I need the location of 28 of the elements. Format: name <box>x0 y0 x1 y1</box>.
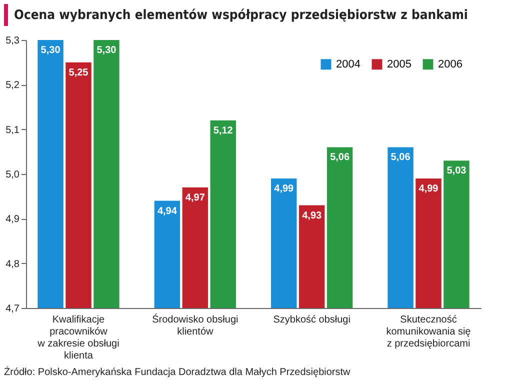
data-label: 5,25 <box>68 67 89 78</box>
data-label: 5,30 <box>96 45 117 56</box>
y-tick-label: 4,7 <box>6 304 20 314</box>
data-label: 5,12 <box>213 125 234 136</box>
data-label: 5,30 <box>40 45 61 56</box>
legend-label: 2004 <box>336 58 360 70</box>
chart-title: Ocena wybranych elementów współpracy przedsiębiorstw z bankami <box>14 8 468 22</box>
legend-label: 2006 <box>438 58 462 70</box>
y-tick-label: 5,1 <box>6 124 20 136</box>
data-label: 4,99 <box>418 183 439 194</box>
data-label: 4,93 <box>302 210 322 222</box>
data-label: 4,97 <box>185 192 206 204</box>
x-tick-label: Środowisko obsługi klientów <box>152 314 238 338</box>
legend-label: 2005 <box>387 58 412 70</box>
x-tick-label: Skuteczność komunikowania się z przedsiębiorcami <box>386 314 472 350</box>
data-label: 4,94 <box>157 206 178 217</box>
y-tick-label: 4,9 <box>6 214 20 226</box>
data-label: 5,03 <box>446 166 467 177</box>
x-tick-label: Kwalifikacje pracowników w zakresie obsługi klienta <box>36 314 120 362</box>
y-tick-label: 5,2 <box>6 80 20 92</box>
data-label: 5,06 <box>390 152 411 164</box>
data-label: 4,99 <box>274 183 294 194</box>
x-tick-label: Szybkość obsługi <box>273 314 350 326</box>
data-label: 5,06 <box>330 152 350 164</box>
y-tick-label: 5,0 <box>6 170 20 180</box>
text: Źródło: Polsko-Amerykańska Fundacja Doradztwa dla Małych Przedsiębiorstw <box>4 367 352 378</box>
y-tick-label: 4,8 <box>6 258 20 270</box>
y-tick-label: 5,3 <box>6 36 20 46</box>
